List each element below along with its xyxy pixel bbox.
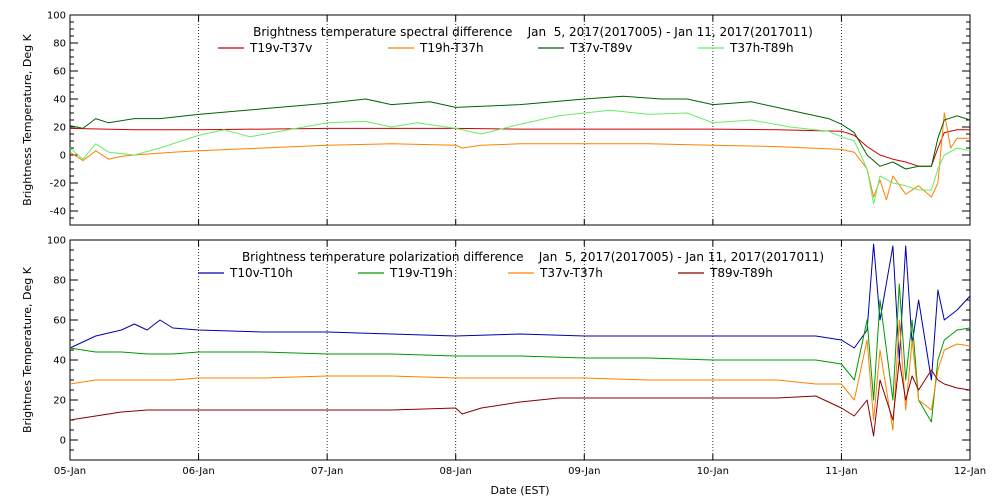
- spectral-legend-label: T37v-T89v: [569, 41, 632, 55]
- polarization-x-tick-label: 05-Jan: [54, 466, 86, 477]
- polarization-difference-panel: Brightnes Temperature, Deg K Brightness …: [21, 236, 986, 498]
- polarization-x-tick-label: 11-Jan: [825, 466, 857, 477]
- polarization-y-tick-label: 0: [60, 436, 66, 447]
- polarization-y-tick-label: 80: [53, 276, 66, 287]
- polarization-y-axis-label: Brightnes Temperature, Deg K: [21, 266, 34, 433]
- spectral-y-tick-label: 20: [53, 123, 66, 134]
- polarization-x-tick-label: 10-Jan: [697, 466, 729, 477]
- polarization-legend-label: T10v-T10h: [229, 266, 293, 280]
- spectral-y-tick-label: -20: [50, 179, 66, 190]
- spectral-legend-label: T37h-T89h: [729, 41, 794, 55]
- spectral-series-t19h-t37h: [69, 112, 970, 201]
- polarization-x-tick-label: 06-Jan: [182, 466, 214, 477]
- polarization-x-tick-label: 09-Jan: [568, 466, 600, 477]
- spectral-legend-label: T19h-T37h: [419, 41, 484, 55]
- spectral-y-tick-label: 0: [60, 151, 66, 162]
- spectral-legend-label: T19v-T37v: [249, 41, 312, 55]
- spectral-y-axis-label: Brightness Temperature, Deg K: [21, 33, 34, 205]
- spectral-y-tick-label: -40: [50, 207, 66, 218]
- spectral-series-t37h-t89h: [69, 109, 971, 205]
- spectral-chart-title: Brightness temperature spectral differen…: [253, 25, 813, 39]
- spectral-y-tick-label: 100: [47, 11, 66, 22]
- x-axis-label: Date (EST): [490, 484, 549, 497]
- spectral-y-tick-label: 80: [53, 39, 66, 50]
- polarization-y-tick-label: 20: [53, 396, 66, 407]
- spectral-y-tick-label: 60: [53, 67, 66, 78]
- polarization-chart-title: Brightness temperature polarization diff…: [242, 250, 824, 264]
- polarization-x-tick-label: 07-Jan: [311, 466, 343, 477]
- polarization-x-tick-label: 12-Jan: [954, 466, 986, 477]
- polarization-y-tick-label: 100: [47, 236, 66, 247]
- polarization-series-t89v-t89h: [69, 359, 971, 437]
- spectral-y-tick-label: 40: [53, 95, 66, 106]
- polarization-y-tick-label: 40: [53, 356, 66, 367]
- spectral-difference-panel: Brightness Temperature, Deg K Brightness…: [21, 11, 971, 226]
- polarization-legend-label: T89v-T89h: [709, 266, 773, 280]
- polarization-series-t10v-t10h: [69, 243, 971, 381]
- polarization-legend-label: T19v-T19h: [389, 266, 453, 280]
- polarization-x-tick-label: 08-Jan: [440, 466, 472, 477]
- polarization-series-t37v-t37h: [69, 319, 971, 431]
- polarization-y-tick-label: 60: [53, 316, 66, 327]
- spectral-series-t37v-t89v: [69, 95, 971, 170]
- polarization-legend-label: T37v-T37h: [539, 266, 603, 280]
